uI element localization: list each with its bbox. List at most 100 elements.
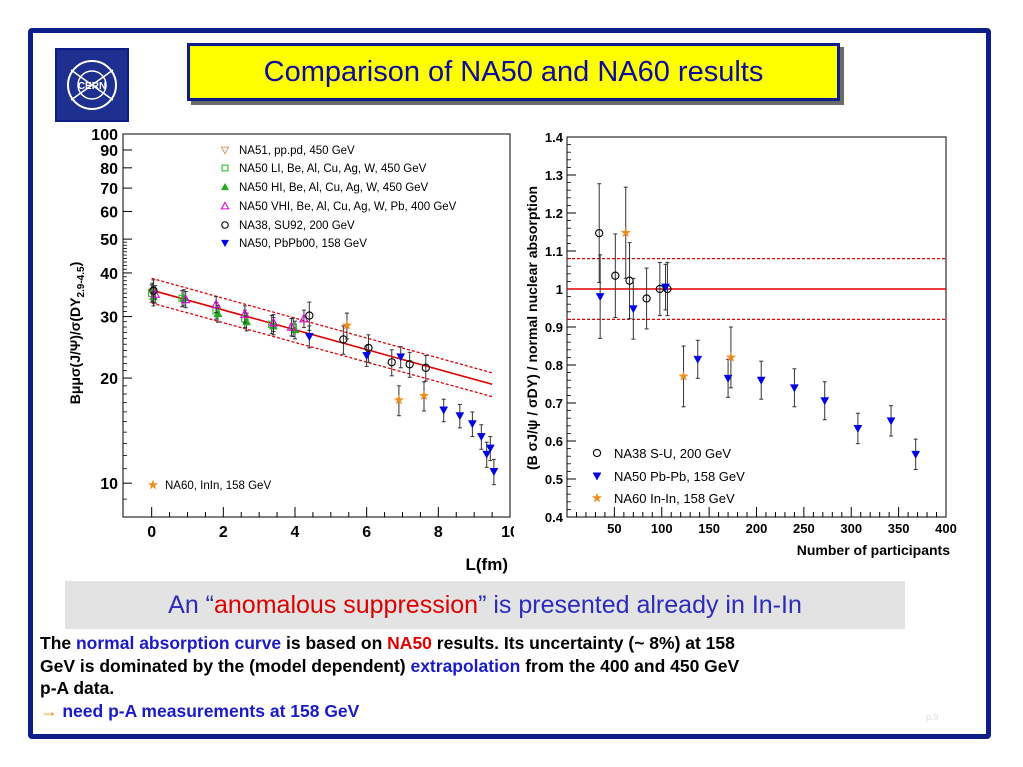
y-tick-label: 60 <box>100 204 118 221</box>
note-line-3: p-A data. <box>40 678 115 698</box>
data-point <box>886 417 896 426</box>
note-line-1: The normal absorption curve is based on … <box>40 632 980 655</box>
legend-marker <box>592 472 602 481</box>
legend-marker <box>220 146 230 155</box>
arrow-icon: → <box>40 700 58 721</box>
data-point <box>482 450 492 459</box>
legend-label: NA50 HI, Be, Al, Cu, Ag, W, 450 GeV <box>239 182 429 194</box>
logo-text: CERN <box>78 81 106 92</box>
x-tick-label: 400 <box>935 521 957 536</box>
page-number: p.9 <box>926 712 939 722</box>
x-tick-label: 300 <box>840 521 862 536</box>
y-tick-label: 0.9 <box>545 320 563 335</box>
cern-logo: CERN <box>55 48 129 122</box>
left-y-axis-label-main: Bμμσ(J/Ψ)/σ(DY <box>67 297 83 404</box>
x-tick-label: 0 <box>147 524 156 541</box>
left-y-axis-label-sub: 2.9-4.5 <box>76 266 87 298</box>
left-x-axis-label: L(fm) <box>466 555 508 574</box>
y-tick-label: 1.3 <box>545 168 563 183</box>
y-tick-label: 1 <box>556 282 563 297</box>
y-tick-label: 1.2 <box>545 206 563 221</box>
note-l1c: is based on <box>281 633 388 653</box>
data-point <box>476 433 486 442</box>
data-point <box>595 293 605 302</box>
y-tick-label: 50 <box>100 232 118 249</box>
data-point <box>789 384 799 393</box>
note-l2c: from the 400 and 450 GeV <box>520 655 740 676</box>
note-l4: need p-A measurements at 158 GeV <box>57 700 360 721</box>
note-l2a: GeV is dominated by the (model dependent… <box>40 655 411 676</box>
y-tick-label: 10 <box>100 476 118 493</box>
legend-label: NA60, InIn, 158 GeV <box>165 480 271 492</box>
legend-marker <box>220 239 230 248</box>
legend-label: NA50 Pb-Pb, 158 GeV <box>614 469 745 484</box>
data-point <box>611 271 620 280</box>
x-tick-label: 150 <box>698 521 720 536</box>
y-tick-label: 20 <box>100 371 118 388</box>
data-point <box>421 363 430 372</box>
y-tick-label: 1.4 <box>545 130 564 145</box>
data-point <box>341 319 353 330</box>
right-legend: NA38 S-U, 200 GeV NA50 Pb-Pb, 158 GeV NA60… <box>591 446 745 506</box>
y-tick-label: 0.5 <box>545 472 563 487</box>
x-tick-label: 8 <box>434 524 443 541</box>
slide-frame <box>28 28 991 739</box>
x-tick-label: 250 <box>793 521 815 536</box>
legend-marker <box>591 492 603 503</box>
legend-label: NA50 LI, Be, Al, Cu, Ag, W, 450 GeV <box>239 163 427 175</box>
cern-logo-graphic: CERN <box>67 60 117 110</box>
y-tick-label: 90 <box>100 143 118 160</box>
right-data-points <box>595 183 921 470</box>
note-line-2: GeV is dominated by the (model dependent… <box>40 655 980 678</box>
right-x-axis-label: Number of participants <box>797 542 950 558</box>
left-y-axis-label-tail: ) <box>67 262 83 267</box>
data-point <box>387 358 396 367</box>
x-tick-label: 10 <box>501 524 514 541</box>
data-point <box>211 299 222 309</box>
y-tick-label: 0.4 <box>545 510 564 525</box>
legend-marker <box>592 448 602 458</box>
data-point <box>911 450 921 459</box>
data-point <box>439 406 449 415</box>
suppression-banner: An “anomalous suppression” is presented … <box>65 581 905 629</box>
data-point <box>180 294 191 304</box>
data-point <box>595 228 604 238</box>
y-tick-label: 0.6 <box>545 434 563 449</box>
data-point <box>678 370 689 381</box>
data-point <box>723 374 733 383</box>
y-tick-label: 0.8 <box>545 358 563 373</box>
data-point <box>693 355 703 364</box>
data-point <box>489 468 499 477</box>
data-point <box>393 394 405 405</box>
banner-suffix: ” is presented already in In-In <box>478 590 802 619</box>
data-point <box>339 335 348 344</box>
data-point <box>364 343 373 353</box>
y-tick-label: 40 <box>100 266 118 283</box>
data-point <box>304 333 314 342</box>
x-tick-label: 200 <box>746 521 768 536</box>
legend-marker <box>220 201 230 210</box>
slide-title: Comparison of NA50 and NA60 results <box>263 55 764 88</box>
data-point <box>485 444 495 453</box>
data-point <box>305 311 314 320</box>
note-l1a: The <box>40 633 76 653</box>
legend-label: NA60 In-In, 158 GeV <box>614 491 735 506</box>
x-tick-label: 4 <box>291 524 300 541</box>
data-point <box>725 351 737 362</box>
data-point <box>268 317 279 327</box>
data-point <box>620 227 632 238</box>
y-tick-label: 70 <box>100 181 118 198</box>
note-l1b: normal absorption curve <box>75 633 282 653</box>
data-point <box>213 309 223 318</box>
legend-marker <box>147 479 159 490</box>
x-tick-label: 6 <box>362 524 371 541</box>
data-point <box>661 283 670 292</box>
data-point <box>467 420 477 429</box>
data-point <box>362 352 372 361</box>
x-tick-label: 2 <box>219 524 228 541</box>
data-point <box>239 308 250 318</box>
data-point <box>299 313 309 323</box>
right-reference-lines <box>567 258 946 320</box>
data-point <box>405 360 414 369</box>
